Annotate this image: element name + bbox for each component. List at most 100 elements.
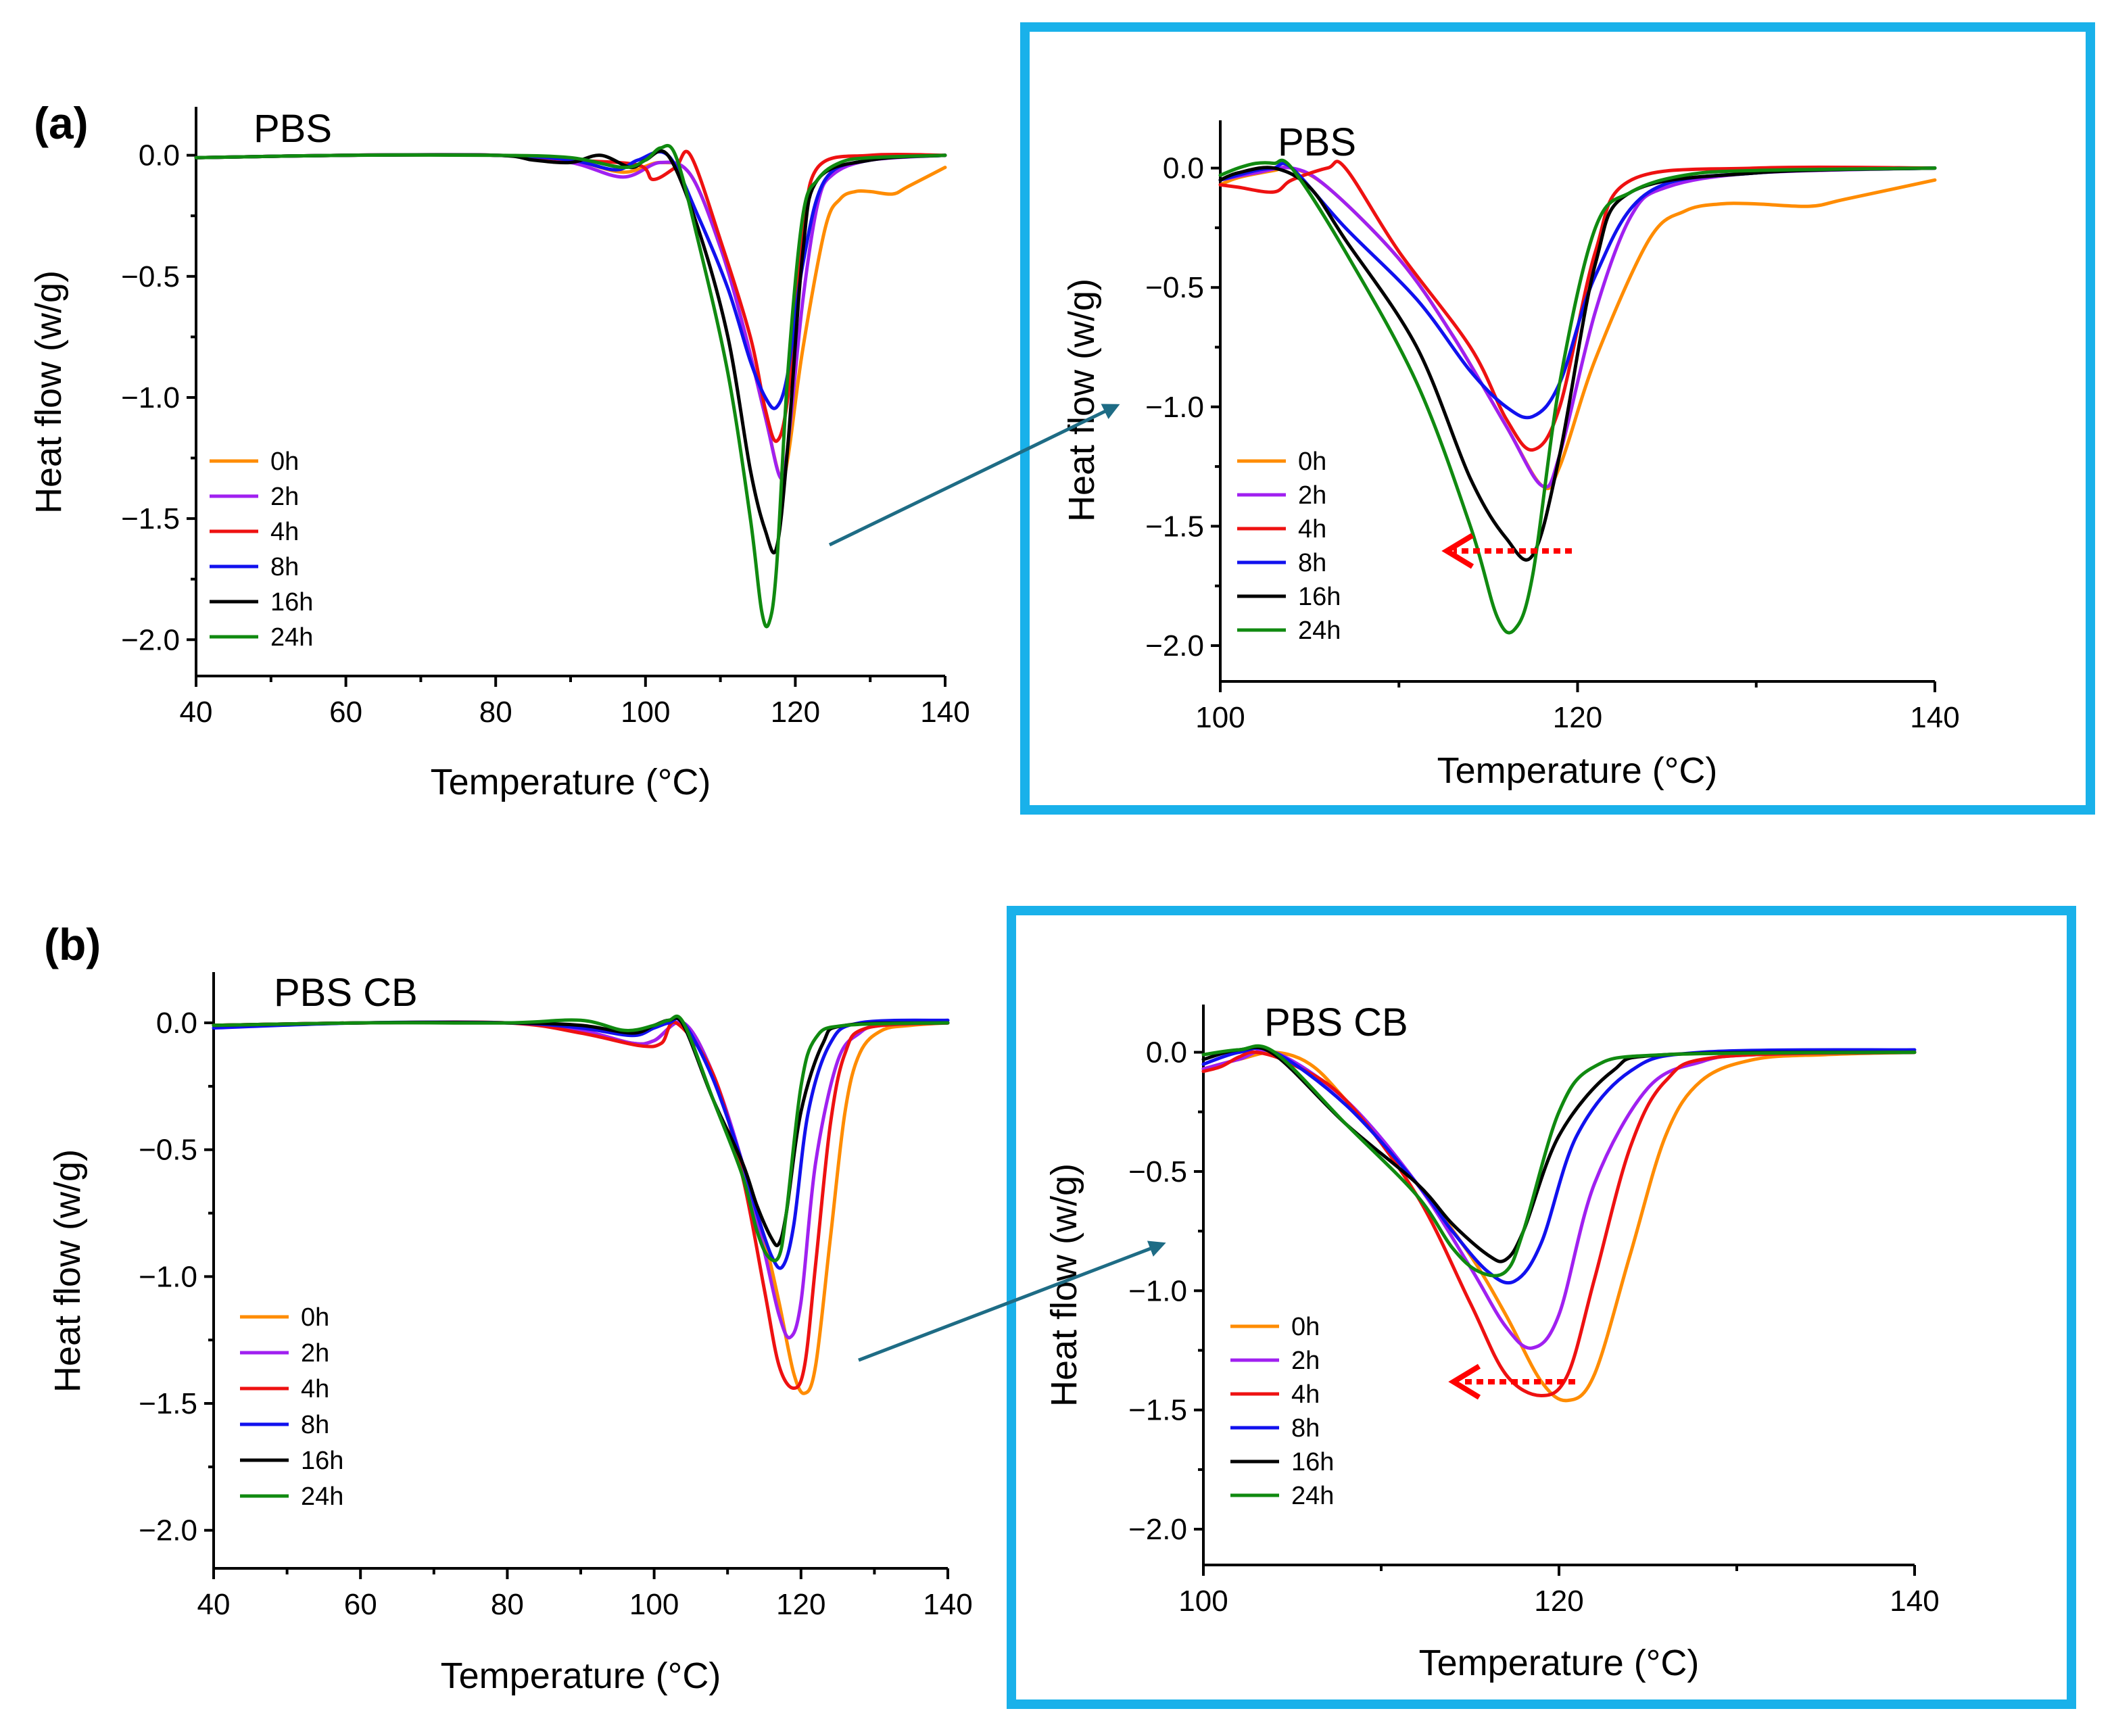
y-tick-label: −2.0 [1128,1513,1187,1546]
y-tick-label: −0.5 [121,260,180,293]
chart-pbs-cb-zoom: 100 120 140 0.0 −0.5 −1.0 −1.5 −2.0 Temperature … [1044,1000,1940,1683]
y-tick-label: −1.0 [1128,1274,1187,1307]
x-axis-title: Temperature (°C) [1419,1643,1700,1683]
x-tick-label: 40 [180,696,213,729]
shift-arrow-b [1448,1364,1575,1400]
y-tick-label: −1.0 [121,381,180,414]
chart-pbs-main: 40 60 80 100 120 140 0.0 −0.5 −1.0 −1.5 −2.0 Temper… [28,107,970,802]
x-tick-label: 140 [923,1588,972,1621]
plot-title: PBS CB [274,971,418,1015]
series-line-16h [1201,1045,1917,1263]
x-tick-label: 120 [771,696,820,729]
series-line-2h [1201,1048,1917,1350]
x-axis-title: Temperature (°C) [1437,750,1718,791]
legend-label-2h: 2h [301,1339,329,1368]
series-line-0h [194,153,947,482]
plot-title: PBS [254,107,332,151]
y-tick-label: −1.0 [139,1260,197,1293]
x-tick-label: 120 [1553,701,1602,734]
legend-label-8h: 8h [270,553,299,581]
x-axis-title: Temperature (°C) [431,762,711,802]
x-tick-label: 100 [629,1588,679,1621]
series-line-4h [212,1020,950,1390]
series-line-8h [212,1017,950,1270]
y-tick-label: −1.5 [1145,510,1204,543]
x-tick-label: 120 [1534,1585,1583,1618]
legend-label-0h: 0h [301,1303,329,1332]
legend-label-16h: 16h [1298,583,1341,611]
series-line-16h [194,149,947,555]
x-tick-label: 40 [197,1588,231,1621]
connector-arrow-a [828,404,1120,547]
plot-title: PBS CB [1264,1000,1408,1044]
series-line-0h [1201,1051,1917,1403]
series-line-8h [1201,1046,1917,1285]
x-tick-label: 60 [329,696,362,729]
y-axis-title: Heat flow (w/g) [1061,279,1102,522]
y-tick-label: −2.0 [121,623,180,656]
panel-label-b: (b) [44,919,101,969]
y-tick-label: −0.5 [1145,271,1204,304]
y-tick-label: −1.5 [121,502,180,535]
series-line-24h [1201,1044,1917,1278]
legend-label-16h: 16h [301,1447,343,1475]
x-tick-label: 60 [344,1588,377,1621]
zoom-frame-a [1020,22,2095,815]
series-line-16h [212,1016,950,1247]
y-tick-label: 0.0 [139,139,180,172]
chart-pbs-zoom: 100 120 140 0.0 −0.5 −1.0 −1.5 −2.0 Temperature … [1061,120,1960,791]
series-line-24h [194,143,947,629]
x-tick-label: 100 [1195,701,1245,734]
legend-label-2h: 2h [1298,481,1326,510]
legend-label-8h: 8h [1291,1414,1320,1443]
y-tick-label: −1.0 [1145,391,1204,424]
x-tick-label: 140 [1910,701,1959,734]
legend-label-24h: 24h [1291,1482,1334,1510]
y-axis-title: Heat flow (w/g) [28,270,69,514]
legend-label-8h: 8h [1298,549,1326,577]
plot-title: PBS [1278,120,1356,164]
shift-arrow-a [1441,533,1572,569]
connector-arrow-b [858,1240,1166,1362]
legend-label-0h: 0h [1291,1313,1320,1341]
legend-label-4h: 4h [1291,1380,1320,1409]
y-tick-label: −1.5 [1128,1394,1187,1427]
legend-label-16h: 16h [270,588,313,617]
series-line-2h [194,153,947,481]
series-line-4h [1201,1050,1917,1397]
panel-label-a: (a) [34,98,89,148]
legend-label-24h: 24h [270,623,313,652]
x-tick-label: 80 [491,1588,524,1621]
y-axis-title: Heat flow (w/g) [1044,1163,1084,1407]
x-tick-label: 100 [1178,1585,1228,1618]
y-tick-label: 0.0 [1163,152,1204,185]
legend-label-2h: 2h [270,483,299,511]
series-line-24h [1218,158,1937,635]
series-line-8h [194,149,947,410]
x-tick-label: 140 [1890,1585,1939,1618]
series-line-24h [212,1014,950,1263]
legend-label-8h: 8h [301,1411,329,1439]
y-axis-title: Heat flow (w/g) [47,1149,88,1393]
legend-label-4h: 4h [301,1375,329,1403]
x-tick-label: 80 [479,696,512,729]
legend-label-24h: 24h [301,1482,343,1511]
y-tick-label: 0.0 [1146,1036,1187,1069]
legend-label-16h: 16h [1291,1448,1334,1476]
chart-pbs-cb-main: 40 60 80 100 120 140 0.0 −0.5 −1.0 −1.5 −2.0 Temper… [47,971,973,1696]
y-tick-label: −2.0 [139,1514,197,1547]
legend-label-0h: 0h [270,448,299,476]
x-tick-label: 100 [621,696,670,729]
legend-label-2h: 2h [1291,1347,1320,1375]
legend-label-4h: 4h [1298,515,1326,544]
x-tick-label: 140 [920,696,969,729]
y-tick-label: −0.5 [1128,1155,1187,1188]
x-tick-label: 120 [776,1588,825,1621]
y-tick-label: −2.0 [1145,629,1204,662]
series-line-16h [1218,166,1937,562]
series-line-4h [1218,160,1937,452]
y-tick-label: 0.0 [156,1007,197,1040]
zoom-frame-b [1007,906,2076,1709]
legend-label-4h: 4h [270,518,299,546]
series-line-2h [1218,166,1937,489]
